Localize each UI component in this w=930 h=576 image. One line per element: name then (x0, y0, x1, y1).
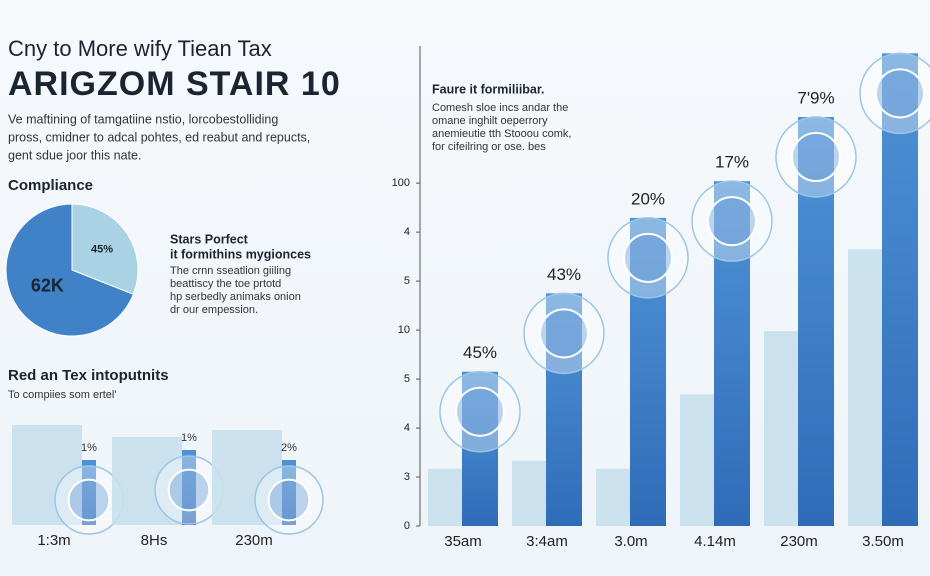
glow (791, 132, 841, 183)
bar (714, 181, 750, 527)
glow (875, 68, 925, 119)
glow (707, 196, 757, 247)
side-line: hp serbedly animaks onion (170, 291, 301, 303)
annotation: 2% (281, 442, 297, 454)
x-tick-label: 230m (235, 532, 273, 549)
y-tick-label: 4 (404, 422, 410, 434)
glow (267, 478, 311, 522)
x-tick-label: 4.14m (694, 533, 736, 550)
y-tick-label: 10 (398, 324, 410, 336)
annotation: 7'9% (797, 89, 834, 108)
x-tick-label: 8Hs (141, 532, 168, 549)
pie-title: Compliance (8, 177, 93, 194)
x-tick-label: 3.50m (862, 533, 904, 550)
y-tick-label: 4 (404, 226, 410, 238)
side-line: beattiscy the toe prtotd (170, 278, 281, 290)
x-tick-label: 35am (444, 533, 482, 550)
bar (512, 460, 546, 526)
bar (630, 217, 666, 526)
glow (607, 217, 689, 299)
bar (462, 371, 498, 526)
bar (764, 331, 798, 526)
bar (596, 468, 630, 526)
glow (623, 232, 673, 283)
glow (775, 116, 857, 198)
annotation: 20% (631, 189, 665, 208)
slice-label: 62K (31, 275, 64, 295)
glow (439, 370, 521, 453)
main-title: Faure it formiliibar. (432, 82, 545, 96)
bar (546, 293, 582, 526)
bar (82, 460, 96, 525)
side-heading: Stars Porfect (170, 232, 249, 246)
y-tick-label: 0 (404, 520, 410, 532)
y-tick-label: 100 (392, 177, 410, 189)
glow (691, 180, 773, 262)
kicker: Cny to More wify Tiean Tax (8, 36, 272, 61)
intro-line: Ve maftining of tamgatiine nstio, lorcob… (8, 112, 278, 126)
small-bars-title: Red an Tex intoputnits (8, 367, 169, 384)
bar (282, 460, 296, 525)
x-tick-label: 3:4am (526, 533, 568, 550)
bar (798, 117, 834, 526)
pie-slice (71, 203, 139, 295)
x-tick-label: 1:3m (37, 532, 70, 549)
side-line: The crnn sseatlion giiling (170, 265, 291, 277)
main-desc: anemieutie tth Stooou comk, (432, 128, 571, 140)
glow (455, 386, 505, 437)
bar (848, 249, 882, 526)
glow (167, 468, 211, 512)
side-line: dr our empession. (170, 304, 258, 316)
bar (680, 394, 714, 526)
bar (182, 450, 196, 525)
intro-line: pross, cmidner to adcal pohtes, ed reabu… (8, 130, 310, 144)
slice-label: 45% (91, 244, 113, 256)
bar (428, 468, 462, 526)
glow (254, 465, 324, 535)
annotation: 45% (463, 343, 497, 362)
intro-line: gent sdue joor this nate. (8, 148, 141, 162)
glow (539, 308, 589, 359)
side-heading: it formithins mygionces (170, 247, 311, 261)
x-tick-label: 3.0m (614, 533, 647, 550)
x-tick-label: 230m (780, 533, 818, 550)
main-desc: for cifeilring or ose. bes (432, 141, 546, 153)
y-tick-label: 3 (404, 471, 410, 483)
small-bars-subtitle: To compiies som ertel' (8, 389, 116, 401)
annotation: 1% (181, 432, 197, 444)
pie-slice (5, 203, 135, 337)
glow (523, 292, 605, 375)
y-tick-label: 5 (404, 373, 410, 385)
glow (67, 478, 111, 522)
annotation: 17% (715, 153, 749, 172)
y-tick-label: 5 (404, 275, 410, 287)
main-desc: omane inghilt oeperrory (432, 115, 548, 127)
annotation: 1% (81, 442, 97, 454)
title: ARIGZOM STAIR 10 (8, 65, 341, 103)
annotation: 43% (547, 265, 581, 284)
main-desc: Comesh sloe incs andar the (432, 102, 568, 114)
